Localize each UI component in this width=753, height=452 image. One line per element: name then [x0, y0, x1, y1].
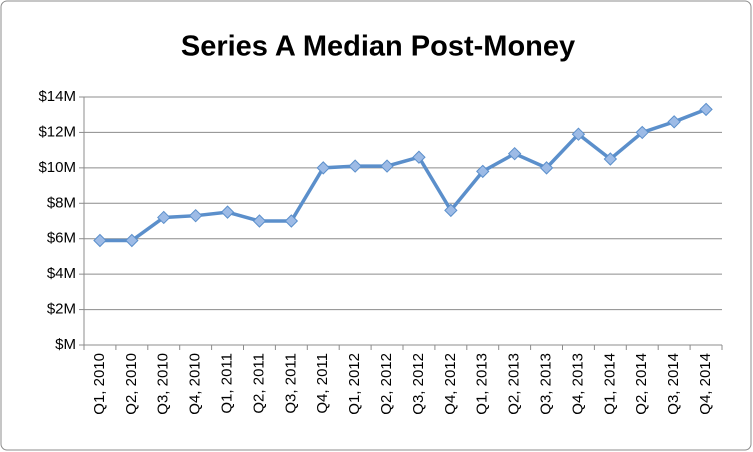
- x-tick-label: Q2, 2013: [506, 353, 523, 415]
- x-tick-label: Q1, 2010: [91, 353, 108, 415]
- x-tick-label: Q4, 2012: [442, 353, 459, 415]
- marker: [444, 203, 458, 218]
- x-tick-label: Q2, 2012: [378, 353, 395, 415]
- marker: [252, 214, 267, 228]
- y-tick-label: $M: [55, 336, 76, 353]
- marker: [699, 102, 713, 117]
- x-tick-label: Q3, 2014: [665, 353, 682, 415]
- marker: [412, 150, 426, 164]
- y-tick-label: $14M: [38, 88, 76, 105]
- x-tick-label: Q1, 2011: [219, 353, 236, 414]
- marker: [188, 208, 203, 223]
- y-tick-label: $6M: [47, 230, 76, 247]
- x-tick-label: Q1, 2012: [346, 353, 363, 415]
- y-tick-label: $10M: [38, 159, 76, 176]
- x-tick-label: Q2, 2010: [123, 353, 140, 415]
- marker: [667, 115, 681, 129]
- x-tick-label: Q4, 2011: [314, 353, 331, 414]
- chart-title: Series A Median Post-Money: [181, 31, 575, 63]
- x-tick-label: Q3, 2010: [155, 353, 172, 415]
- y-tick-label: $4M: [47, 265, 76, 282]
- x-tick-label: Q1, 2013: [474, 353, 491, 415]
- marker: [571, 127, 586, 141]
- y-tick-label: $12M: [38, 123, 76, 140]
- y-tick-label: $8M: [47, 194, 76, 211]
- marker: [220, 205, 235, 219]
- marker: [125, 233, 139, 248]
- marker: [157, 210, 171, 225]
- y-tick-label: $2M: [47, 301, 76, 318]
- marker: [539, 161, 554, 175]
- marker: [284, 214, 299, 228]
- x-tick-label: Q4, 2014: [697, 353, 714, 415]
- x-tick-label: Q3, 2013: [538, 353, 555, 415]
- x-tick-label: Q2, 2011: [250, 353, 267, 414]
- marker: [380, 159, 394, 173]
- marker: [507, 146, 522, 161]
- x-tick-label: Q4, 2013: [569, 353, 586, 415]
- marker: [476, 164, 490, 179]
- x-tick-label: Q2, 2014: [633, 353, 650, 415]
- x-tick-label: Q3, 2012: [410, 353, 427, 415]
- marker: [316, 161, 330, 175]
- x-tick-label: Q3, 2011: [282, 353, 299, 414]
- marker: [348, 159, 362, 173]
- marker: [603, 152, 618, 166]
- x-tick-label: Q4, 2010: [187, 353, 204, 415]
- marker: [635, 125, 649, 140]
- x-tick-label: Q1, 2014: [601, 353, 618, 415]
- marker: [93, 233, 107, 248]
